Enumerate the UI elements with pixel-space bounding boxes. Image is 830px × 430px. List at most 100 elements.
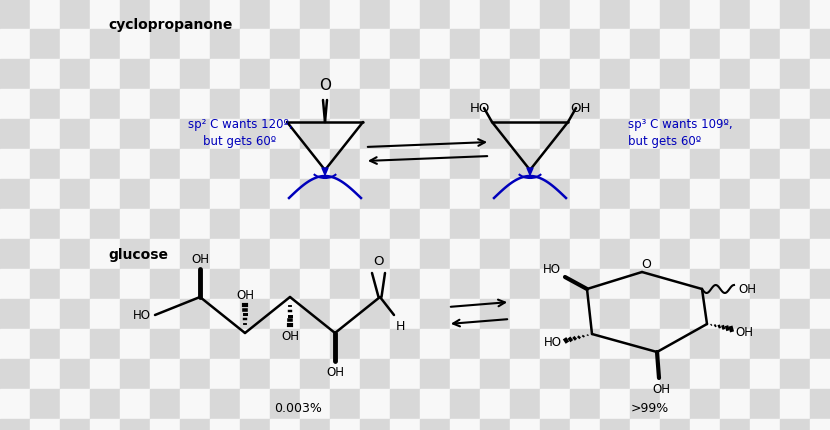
Bar bbox=[30, 30, 60, 60]
Bar bbox=[750, 209, 780, 240]
Text: OH: OH bbox=[236, 289, 254, 301]
Bar bbox=[480, 60, 510, 90]
Bar bbox=[540, 419, 570, 430]
Bar bbox=[510, 180, 540, 209]
Bar bbox=[330, 90, 360, 120]
Bar bbox=[0, 150, 30, 180]
Bar bbox=[450, 120, 480, 150]
Bar bbox=[90, 269, 120, 299]
Bar bbox=[540, 389, 570, 419]
Bar bbox=[690, 150, 720, 180]
Bar bbox=[120, 180, 150, 209]
Bar bbox=[390, 150, 420, 180]
Bar bbox=[690, 419, 720, 430]
Bar bbox=[720, 419, 750, 430]
Bar bbox=[150, 60, 180, 90]
Bar bbox=[360, 269, 390, 299]
Bar bbox=[390, 90, 420, 120]
Bar bbox=[450, 419, 480, 430]
Bar bbox=[420, 419, 450, 430]
Bar bbox=[300, 209, 330, 240]
Bar bbox=[390, 120, 420, 150]
Bar bbox=[690, 329, 720, 359]
Bar bbox=[750, 90, 780, 120]
Bar bbox=[180, 180, 210, 209]
Bar bbox=[270, 30, 300, 60]
Bar bbox=[150, 150, 180, 180]
Bar bbox=[420, 269, 450, 299]
Bar bbox=[330, 240, 360, 269]
Bar bbox=[360, 180, 390, 209]
Bar bbox=[240, 329, 270, 359]
Bar bbox=[540, 359, 570, 389]
Bar bbox=[450, 150, 480, 180]
Bar bbox=[810, 30, 830, 60]
Bar bbox=[510, 120, 540, 150]
Bar bbox=[210, 240, 240, 269]
Bar bbox=[180, 30, 210, 60]
Bar bbox=[450, 389, 480, 419]
Bar bbox=[60, 180, 90, 209]
Bar bbox=[0, 299, 30, 329]
Bar bbox=[210, 329, 240, 359]
Bar bbox=[30, 180, 60, 209]
Bar bbox=[570, 389, 600, 419]
Bar bbox=[180, 269, 210, 299]
Text: cyclopropanone: cyclopropanone bbox=[108, 18, 232, 32]
Bar bbox=[660, 180, 690, 209]
Bar bbox=[210, 419, 240, 430]
Bar bbox=[600, 150, 630, 180]
Bar bbox=[180, 209, 210, 240]
Text: OH: OH bbox=[738, 283, 756, 296]
Bar bbox=[450, 60, 480, 90]
Bar bbox=[780, 30, 810, 60]
Bar bbox=[600, 30, 630, 60]
Bar bbox=[60, 90, 90, 120]
Bar bbox=[360, 359, 390, 389]
Bar bbox=[150, 359, 180, 389]
Bar bbox=[600, 240, 630, 269]
Bar bbox=[780, 240, 810, 269]
Bar bbox=[330, 30, 360, 60]
Bar bbox=[660, 30, 690, 60]
Bar bbox=[690, 120, 720, 150]
Bar bbox=[60, 240, 90, 269]
Bar bbox=[810, 419, 830, 430]
Bar bbox=[330, 389, 360, 419]
Bar bbox=[660, 359, 690, 389]
Bar bbox=[510, 150, 540, 180]
Bar bbox=[180, 60, 210, 90]
Bar bbox=[300, 359, 330, 389]
Bar bbox=[60, 269, 90, 299]
Text: H: H bbox=[396, 319, 405, 332]
Bar bbox=[780, 209, 810, 240]
Bar bbox=[720, 0, 750, 30]
Bar bbox=[60, 359, 90, 389]
Bar bbox=[30, 60, 60, 90]
Bar bbox=[720, 359, 750, 389]
Bar bbox=[750, 180, 780, 209]
Bar bbox=[630, 389, 660, 419]
Polygon shape bbox=[527, 169, 533, 175]
Bar bbox=[360, 60, 390, 90]
Bar bbox=[720, 120, 750, 150]
Bar bbox=[330, 180, 360, 209]
Bar bbox=[480, 209, 510, 240]
Bar bbox=[210, 209, 240, 240]
Bar bbox=[720, 240, 750, 269]
Bar bbox=[420, 209, 450, 240]
Bar bbox=[360, 150, 390, 180]
Bar bbox=[810, 269, 830, 299]
Bar bbox=[660, 150, 690, 180]
Text: HO: HO bbox=[133, 309, 151, 322]
Bar bbox=[540, 60, 570, 90]
Bar bbox=[540, 269, 570, 299]
Bar bbox=[90, 180, 120, 209]
Bar bbox=[450, 299, 480, 329]
Bar bbox=[60, 299, 90, 329]
Bar bbox=[690, 209, 720, 240]
Bar bbox=[150, 269, 180, 299]
Text: glucose: glucose bbox=[108, 247, 168, 261]
Bar bbox=[510, 90, 540, 120]
Bar bbox=[60, 60, 90, 90]
